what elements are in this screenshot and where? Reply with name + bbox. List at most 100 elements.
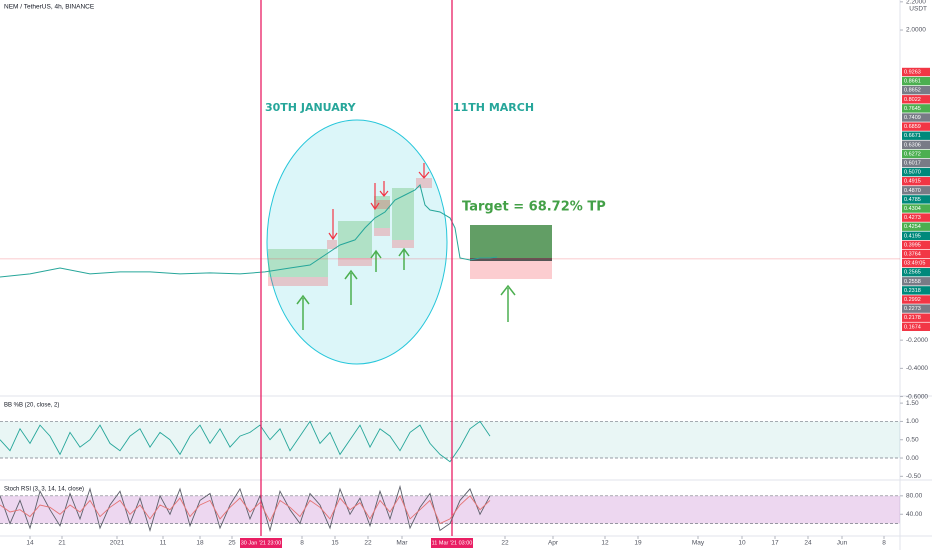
x-tick-label: 15 [331, 540, 339, 547]
price-tag-label: 0.9263 [904, 69, 921, 75]
price-tag-label: 0.6272 [904, 151, 921, 157]
y-tick-label: 0.50 [906, 436, 919, 443]
price-tag [902, 313, 930, 322]
price-tag [902, 222, 930, 231]
price-tag [902, 204, 930, 213]
x-tick-label: 11 Mar '21 03:00 [432, 540, 473, 546]
annotation-end: 11TH MARCH [453, 101, 534, 114]
annotation-target: Target = 68.72% TP [462, 200, 606, 215]
symbol-header: NEM / TetherUS, 4h, BINANCE [4, 4, 95, 11]
price-tag [902, 231, 930, 240]
y-tick-label: -0.50 [906, 473, 921, 480]
price-tag [902, 149, 930, 159]
price-tag-label: 0.2558 [904, 279, 921, 285]
price-tag [902, 277, 930, 286]
price-tag-label: 0.2273 [904, 306, 921, 312]
x-tick-label: 30 Jan '21 23:00 [241, 540, 282, 546]
series-line [0, 184, 498, 278]
price-tag [902, 322, 930, 331]
y-tick-label: 0.00 [906, 455, 919, 462]
price-tag-label: 0.4915 [904, 179, 921, 185]
x-tick-label: 18 [196, 540, 204, 547]
price-tag [902, 167, 930, 177]
x-tick-label: 8 [300, 540, 304, 547]
price-tag-label: 0.6859 [904, 124, 921, 130]
currency: USDT [909, 6, 927, 13]
price-tag [902, 122, 930, 131]
boxes [268, 178, 552, 286]
y-tick-label: 2.0000 [906, 27, 926, 34]
price-tag-label: 0.3764 [904, 251, 921, 257]
price-tag [902, 213, 930, 222]
y-tick-label: -0.6000 [906, 393, 928, 400]
up-arrows [296, 247, 516, 330]
down-arrows [328, 163, 430, 241]
x-tick-label: May [692, 540, 705, 547]
price-tag-label: 0.8022 [904, 97, 921, 103]
down-arrow [328, 209, 338, 241]
red-box [416, 178, 432, 188]
price-tag [902, 140, 930, 149]
price-tag-label: 0.5070 [904, 170, 921, 176]
indicator-title: Stoch RSI (3, 3, 14, 14, close) [4, 487, 84, 493]
price-tag-label: 0.2318 [904, 288, 921, 294]
price-tag-label: 0.6017 [904, 160, 921, 166]
highlight-ellipse [266, 119, 448, 365]
price-tag-label: 0.4195 [904, 233, 921, 239]
down-arrow [370, 183, 380, 211]
x-tick-label: 21 [58, 540, 66, 547]
y-tick-label: 1.50 [906, 400, 919, 407]
price-tag-label: 0.2178 [904, 315, 921, 321]
x-tick-label: 12 [601, 540, 609, 547]
price-tag [902, 67, 930, 77]
y-tick-label: -0.4000 [906, 365, 928, 372]
price-tag [902, 131, 930, 140]
up-arrow [344, 269, 358, 305]
up-arrow [398, 247, 410, 270]
x-tick-label: 2021 [110, 540, 125, 547]
target-box [470, 225, 552, 258]
green-box [268, 249, 328, 277]
price-tag [902, 240, 930, 250]
price-tag [902, 295, 930, 304]
annotation-start: 30TH JANUARY [265, 101, 357, 114]
price-tag [902, 268, 930, 277]
up-arrow [500, 284, 516, 322]
series-line [0, 484, 491, 533]
price-tag [902, 286, 930, 295]
y-tick-label: 40.00 [906, 511, 923, 518]
x-tick-label: Jun [837, 540, 848, 547]
x-tick-highlight [431, 538, 473, 548]
x-tick-label: Apr [548, 540, 559, 547]
price-tag [902, 258, 930, 268]
price-tag [902, 113, 930, 122]
red-box [327, 240, 337, 249]
price-tag-label: 0.6306 [904, 142, 921, 148]
price-tag-label: 0.6671 [904, 133, 921, 139]
red-box [374, 228, 390, 236]
x-tick-label: 10 [738, 540, 746, 547]
down-arrow [418, 163, 430, 179]
price-tag-label: 0.4870 [904, 188, 921, 194]
green-box [392, 188, 414, 240]
price-tag-label: 0.7645 [904, 106, 921, 112]
price-tag [902, 86, 930, 95]
x-tick-label: 22 [364, 540, 372, 547]
price-tag-label: 0.7409 [904, 115, 921, 121]
price-tag [902, 104, 930, 113]
x-tick-label: 19 [634, 540, 642, 547]
price-tag-label: 0.8652 [904, 88, 921, 94]
red-box [268, 277, 328, 286]
price-tag [902, 304, 930, 313]
x-tick-label: Mar [396, 540, 408, 547]
price-tag-label: 0.4254 [904, 224, 921, 230]
price-tag [902, 177, 930, 186]
price-tag [902, 249, 930, 259]
red-box [392, 240, 414, 248]
price-tag [902, 76, 930, 86]
x-tick-label: 17 [771, 540, 779, 547]
x-tick-label: 22 [501, 540, 509, 547]
price-tag-label: 0.4273 [904, 215, 921, 221]
